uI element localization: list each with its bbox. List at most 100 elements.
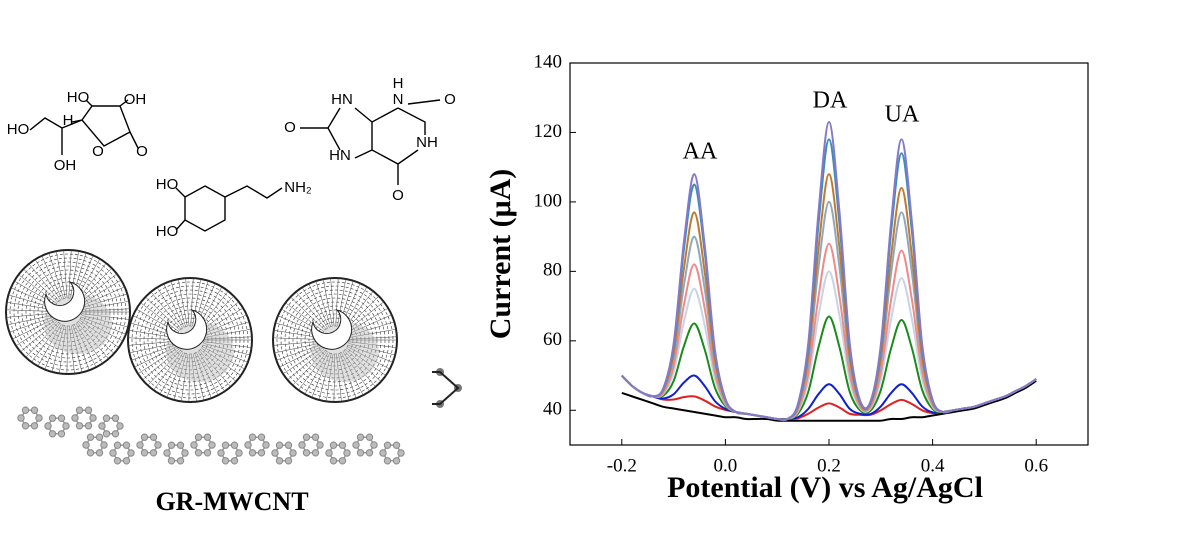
tube-bond <box>15 319 57 346</box>
graphene-atom <box>102 430 111 438</box>
graphene-atom <box>84 422 93 430</box>
graphene-atom <box>122 457 131 465</box>
plot-frame <box>569 62 1089 446</box>
atom-label: HO <box>67 89 90 106</box>
tube-bond <box>72 325 90 371</box>
graphene-atom <box>35 414 43 422</box>
graphene-atom <box>100 441 108 449</box>
tube-bond <box>78 321 115 354</box>
graphene-atom <box>176 457 185 465</box>
tube-bond <box>337 353 350 401</box>
graphene-atom <box>75 406 84 414</box>
tube-bond <box>81 315 129 328</box>
tube-bond <box>81 308 130 312</box>
y-tick-label: 120 <box>534 121 563 142</box>
tube-bond <box>347 314 392 335</box>
tube-bond <box>198 350 231 387</box>
graphene-atom <box>57 430 66 438</box>
graphene-atom <box>21 406 30 414</box>
y-axis-label: Current (μA) <box>484 169 517 340</box>
tube-bond <box>9 316 55 333</box>
tube-bond <box>150 291 182 330</box>
tube-bond <box>346 347 386 376</box>
graphene-atom <box>95 449 104 457</box>
x-tick-label: -0.2 <box>607 455 637 476</box>
tube-bond <box>145 296 181 331</box>
x-tick-label: 0.2 <box>817 455 841 476</box>
tube-bond <box>166 352 185 398</box>
tube-bond <box>201 347 241 376</box>
graphene-atom <box>62 422 70 430</box>
tube-bond <box>181 353 189 402</box>
tube-bond <box>201 307 244 334</box>
tube-bond <box>348 336 397 340</box>
graphene-atom <box>343 449 351 457</box>
graphene-atom <box>17 414 25 422</box>
graphene-atom <box>271 449 279 457</box>
graphene-atom <box>316 441 324 449</box>
tube-bond <box>80 286 125 307</box>
tube-bond <box>128 340 177 346</box>
graphene-atom <box>203 433 212 441</box>
graphene-atom <box>203 449 212 457</box>
atom-label: HO <box>7 121 30 138</box>
y-tick-label: 40 <box>543 399 562 420</box>
tube-bond <box>134 345 178 368</box>
tube-bond <box>129 342 177 354</box>
tube-bond <box>273 340 322 346</box>
tube-bond <box>6 309 55 312</box>
graphene-atom <box>194 449 203 457</box>
atom-label: N <box>393 91 404 108</box>
graphene-atom <box>30 406 39 414</box>
tube-bond <box>196 352 219 396</box>
tube-bond <box>336 353 342 402</box>
tube-bond <box>63 250 68 299</box>
tube-bond <box>202 344 248 363</box>
graphene-atom <box>116 422 124 430</box>
tube-bond <box>304 352 329 395</box>
graphene-atom <box>235 449 243 457</box>
tube-bond <box>192 278 202 327</box>
graphene-atom <box>113 441 122 449</box>
tube-bond <box>137 347 179 374</box>
graphene-atom <box>140 449 149 457</box>
graphene-atom <box>392 457 401 465</box>
tube-bond <box>202 346 245 370</box>
tube-bond <box>142 348 180 381</box>
graphene-atom <box>71 414 79 422</box>
graphene-atom <box>98 422 106 430</box>
atom-label: H <box>63 112 74 129</box>
graphene-atom <box>48 430 57 438</box>
tube-bond <box>348 343 396 356</box>
voltammogram-line <box>621 121 1037 422</box>
tube-bond <box>81 300 130 310</box>
atom-label: O <box>136 143 148 160</box>
tube-bond <box>348 321 395 337</box>
graphene-atom <box>302 449 311 457</box>
peak-annotation: DA <box>813 88 848 114</box>
graphene-atom <box>248 449 257 457</box>
tube-bond <box>68 250 72 299</box>
graphene-atom <box>181 449 189 457</box>
x-tick-label: 0.0 <box>714 455 738 476</box>
graphene-atom <box>365 433 374 441</box>
tube-bond <box>308 283 330 328</box>
graphene-atom <box>356 433 365 441</box>
tube-bond <box>282 347 324 374</box>
graphene-atom <box>392 441 401 449</box>
graphene-atom <box>48 414 57 422</box>
tube-bond <box>194 353 212 399</box>
tube-bond <box>318 353 332 400</box>
graphene-atom <box>194 433 203 441</box>
tube-bond <box>341 352 364 396</box>
graphene-atom <box>190 441 198 449</box>
graphene-atom <box>221 441 230 449</box>
tube-bond <box>79 319 119 348</box>
nanotubes <box>5 249 398 403</box>
tube-bond <box>59 325 67 374</box>
tube-bond <box>322 279 333 327</box>
illustration-label: GR-MWCNT <box>155 487 308 516</box>
atom-label: NH <box>416 134 438 151</box>
atom-label: O <box>284 119 296 136</box>
